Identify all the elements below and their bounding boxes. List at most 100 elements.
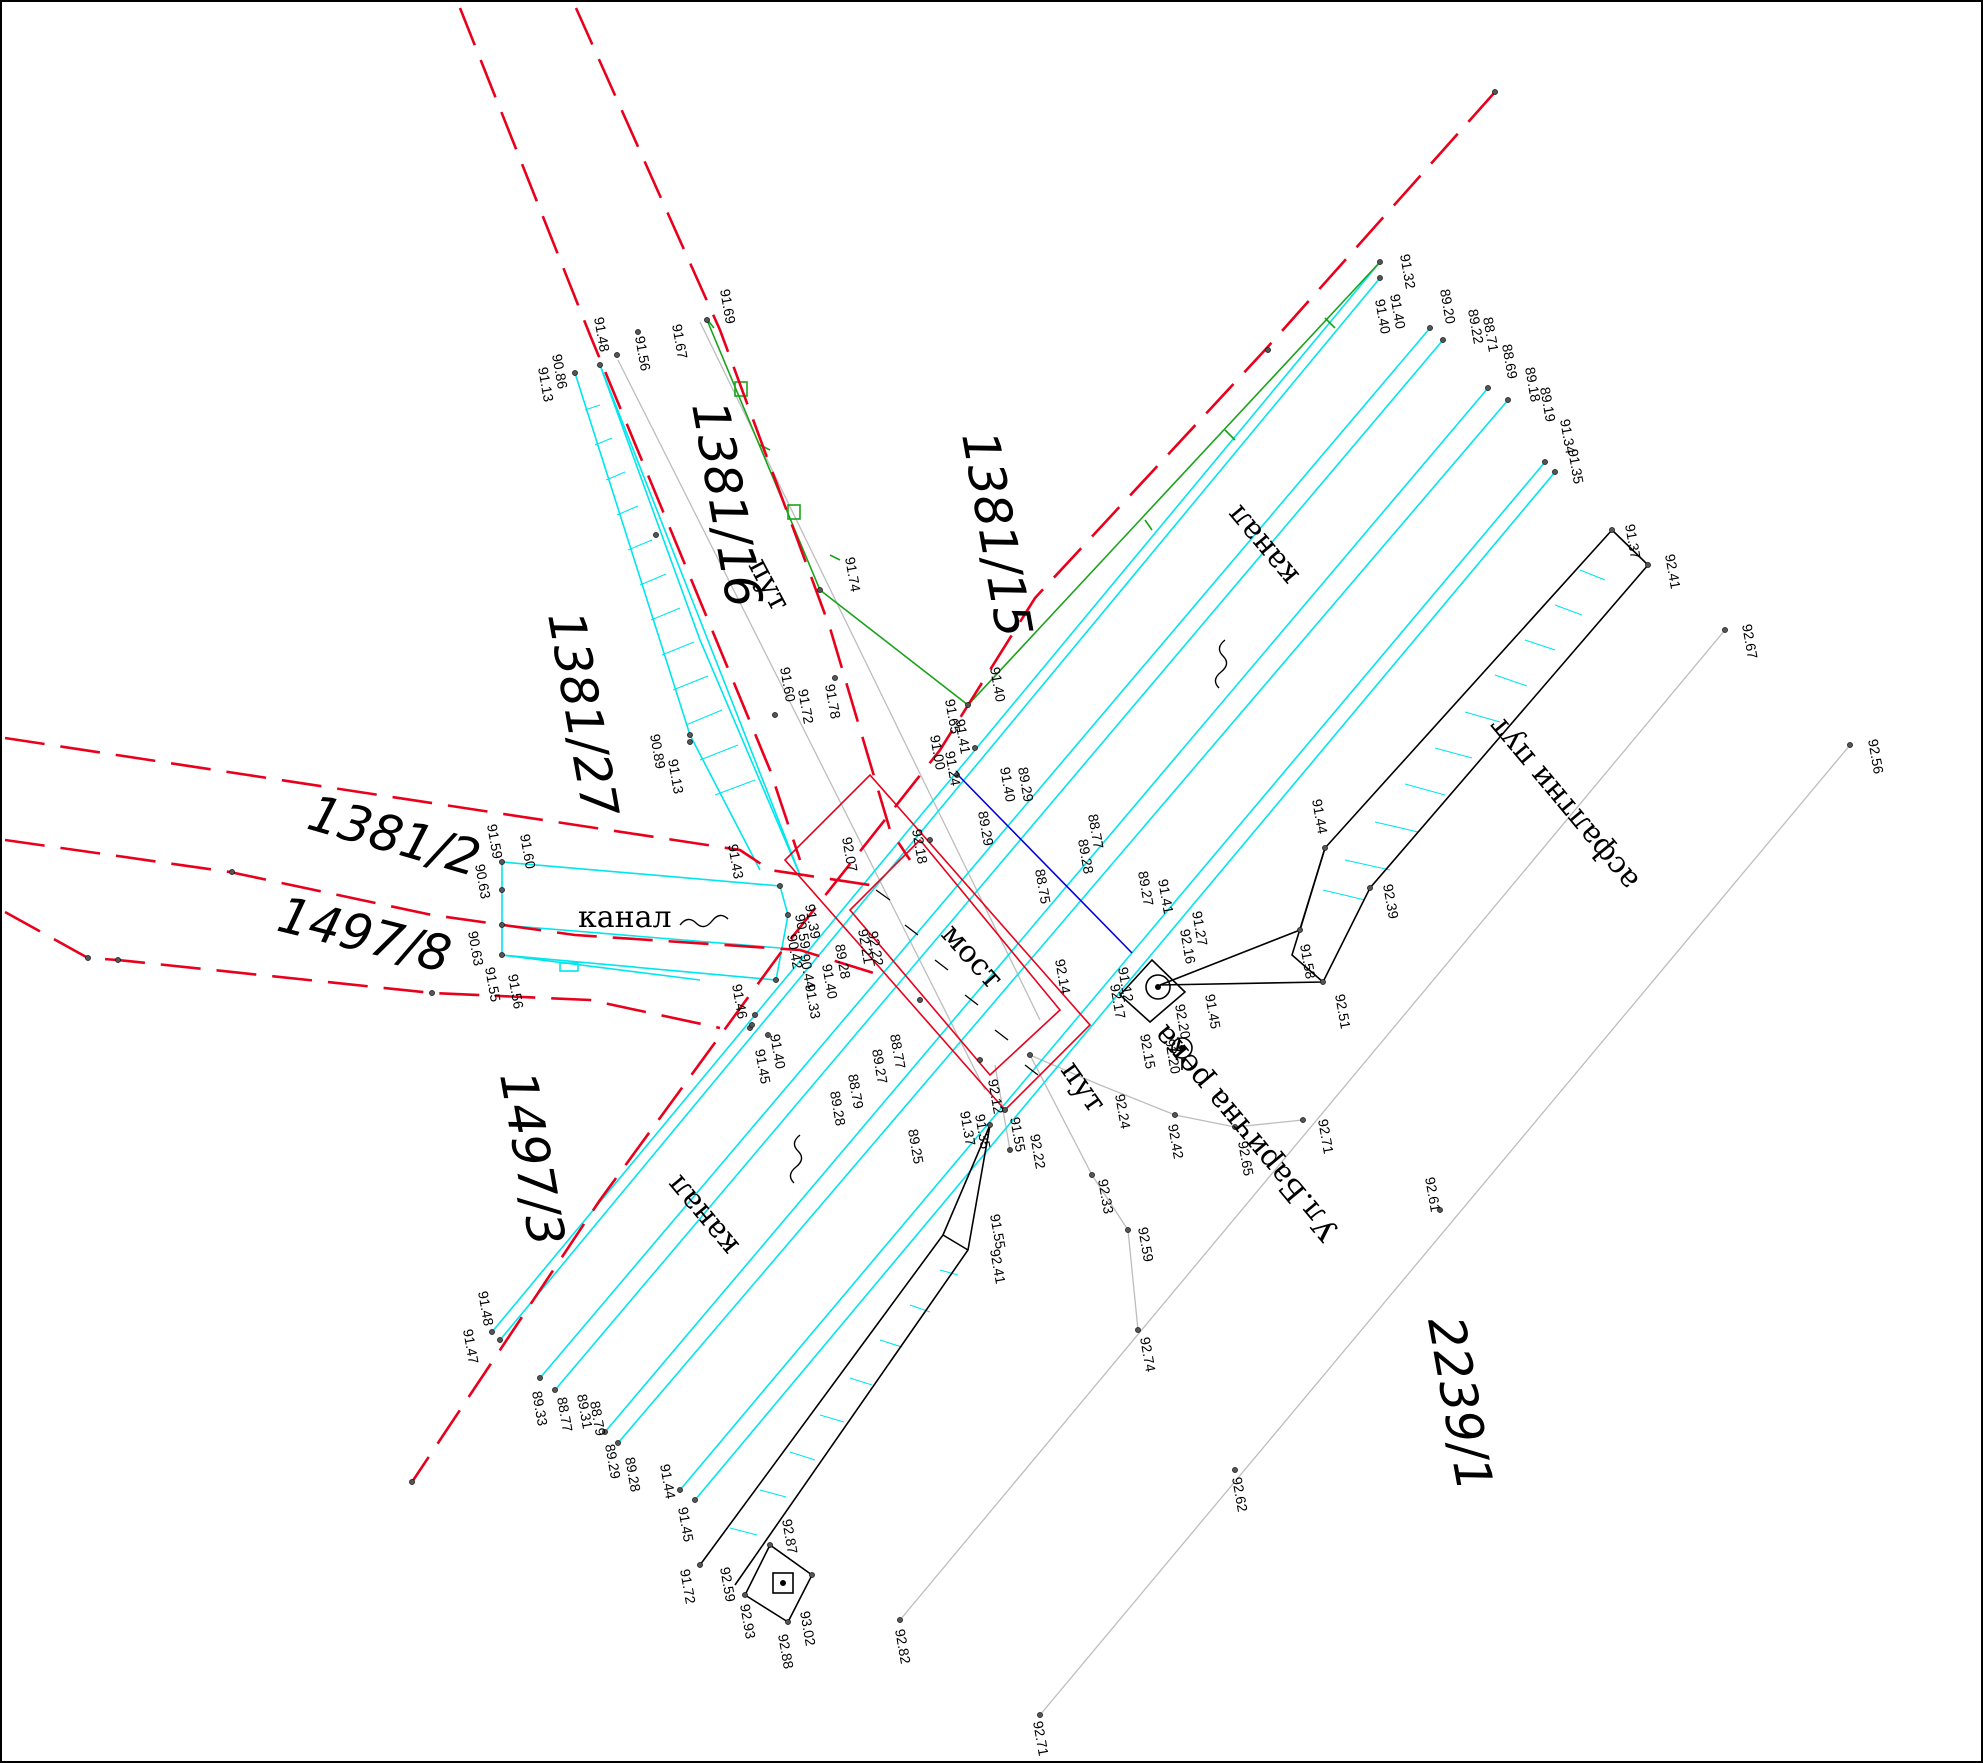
elevation-label: 91.37 <box>957 1110 979 1147</box>
elevation-label: 91.72 <box>677 1568 699 1605</box>
elevation-label: 91.56 <box>505 973 527 1010</box>
elevation-label: 89.20 <box>1437 288 1459 325</box>
elevation-label: 92.15 <box>1137 1033 1159 1070</box>
parcel-label-1381-15: 1381/15 <box>950 427 1043 642</box>
elevation-label: 92.62 <box>1229 1476 1251 1513</box>
elevation-label: 91.34 <box>1557 418 1579 455</box>
elevation-label: 92.74 <box>1137 1336 1159 1373</box>
elevation-label: 89.29 <box>1015 766 1037 803</box>
elevation-label: 91.40 <box>1387 293 1409 330</box>
elevation-label: 92.24 <box>1112 1093 1134 1130</box>
elevation-label: 91.45 <box>1202 993 1224 1030</box>
label-put-bridge: пут <box>1053 1055 1113 1120</box>
manhole-dot <box>780 1580 786 1586</box>
elevation-label: 92.16 <box>1177 928 1199 965</box>
elevation-label: 92.07 <box>839 836 861 873</box>
canal-main <box>491 261 1556 1501</box>
label-kanal-upper: канал <box>1219 498 1306 592</box>
elevation-label: 91.32 <box>1397 253 1419 290</box>
label-most: мост <box>934 917 1010 996</box>
elevation-label: 91.44 <box>1309 798 1331 835</box>
elevation-label: 88.79 <box>845 1073 867 1110</box>
elevation-label: 91.44 <box>657 1463 679 1500</box>
elevation-label: 89.28 <box>1075 838 1097 875</box>
elevation-label: 91.55 <box>482 966 504 1003</box>
elevation-label: 92.12 <box>985 1078 1007 1115</box>
elevation-label: 91.45 <box>752 1048 774 1085</box>
survey-points <box>85 89 1853 1718</box>
elevation-label: 92.93 <box>737 1603 759 1640</box>
elevation-label: 92.20 <box>1162 1038 1184 1075</box>
elevation-label: 92.56 <box>1865 738 1887 775</box>
elevation-label: 88.77 <box>554 1396 576 1433</box>
parcel-label-1381-2: 1381/2 <box>302 784 487 888</box>
elevation-label: 88.77 <box>1085 813 1107 850</box>
elevation-label: 88.69 <box>1499 343 1521 380</box>
parcel-boundaries <box>4 7 1496 1483</box>
elevation-label: 92.42 <box>1165 1123 1187 1160</box>
elevation-label: 91.41 <box>952 718 974 755</box>
elevation-label: 92.41 <box>1662 553 1684 590</box>
elevation-label: 91.40 <box>1372 298 1394 335</box>
elevation-label: 91.35 <box>972 1113 994 1150</box>
elevation-label: 91.13 <box>665 758 687 795</box>
elevation-label: 92.65 <box>1235 1140 1257 1177</box>
label-kanal-left: канал <box>578 900 672 935</box>
elevation-label: 89.25 <box>905 1128 927 1165</box>
elevation-label: 92.61 <box>1422 1176 1444 1213</box>
elevation-label: 89.29 <box>975 810 997 847</box>
elevation-label: 91.65 <box>942 698 964 735</box>
elevation-label: 91.47 <box>460 1328 482 1365</box>
elevation-label: 89.29 <box>602 1443 624 1480</box>
elevation-label: 91.55 <box>1007 1116 1029 1153</box>
elevation-label: 88.79 <box>587 1400 609 1437</box>
elevation-label: 92.17 <box>1107 983 1129 1020</box>
elevation-label: 91.37 <box>1622 523 1644 560</box>
parcel-label-2239-1: 2239/1 <box>1416 1312 1504 1495</box>
elevation-label: 92.39 <box>1380 883 1402 920</box>
elevation-label: 91.41 <box>1155 878 1177 915</box>
elevation-label: 92.71 <box>1030 1720 1052 1757</box>
elevation-label: 92.67 <box>1739 623 1761 660</box>
elevation-label: 91.74 <box>842 556 864 593</box>
elevation-label: 93.02 <box>797 1610 819 1647</box>
elevation-label: 92.59 <box>717 1566 739 1603</box>
elevation-label: 89.31 <box>574 1393 596 1430</box>
elevation-label: 89.22 <box>1465 308 1487 345</box>
elevation-label: 91.60 <box>777 666 799 703</box>
elevation-label: 89.27 <box>869 1048 891 1085</box>
elevation-label: 90.89 <box>647 733 669 770</box>
elevation-labels: 91.69 91.67 91.56 91.48 90.86 91.13 91.7… <box>460 253 1887 1757</box>
parcel-label-1381-27: 1381/27 <box>536 607 629 822</box>
elevation-label: 91.60 <box>517 833 539 870</box>
elevation-label: 90.44 <box>797 953 819 990</box>
elevation-label: 91.69 <box>717 288 739 325</box>
elevation-label: 91.12 <box>1115 966 1137 1003</box>
elevation-label: 91.00 <box>927 734 949 771</box>
elevation-label: 91.67 <box>669 323 691 360</box>
elevation-label: 92.87 <box>779 1518 801 1555</box>
elevation-label: 90.63 <box>465 930 487 967</box>
elevation-label: 91.59 <box>484 823 506 860</box>
elevation-label: 88.71 <box>1480 316 1502 353</box>
elevation-label: 91.43 <box>725 843 747 880</box>
elevation-label: 91.39 <box>802 903 824 940</box>
elevation-label: 92.71 <box>1315 1118 1337 1155</box>
manhole-dot <box>1179 1045 1185 1051</box>
elevation-label: 92.33 <box>1095 1178 1117 1215</box>
elevation-label: 92.14 <box>1052 958 1074 995</box>
elevation-label: 92.22 <box>1027 1133 1049 1170</box>
elevation-label: 91.46 <box>729 983 751 1020</box>
slope-hatch <box>729 569 1606 1536</box>
elevation-label: 91.48 <box>475 1290 497 1327</box>
elevation-label: 92.59 <box>1135 1226 1157 1263</box>
elevation-label: 92.88 <box>775 1633 797 1670</box>
elevation-label: 91.40 <box>987 666 1009 703</box>
water-symbol <box>679 639 1228 1184</box>
elevation-label: 91.13 <box>535 366 557 403</box>
elevation-label: 91.72 <box>795 688 817 725</box>
elevation-label: 91.27 <box>1189 910 1211 947</box>
elevation-label: 91.45 <box>675 1506 697 1543</box>
elevation-label: 88.77 <box>887 1033 909 1070</box>
